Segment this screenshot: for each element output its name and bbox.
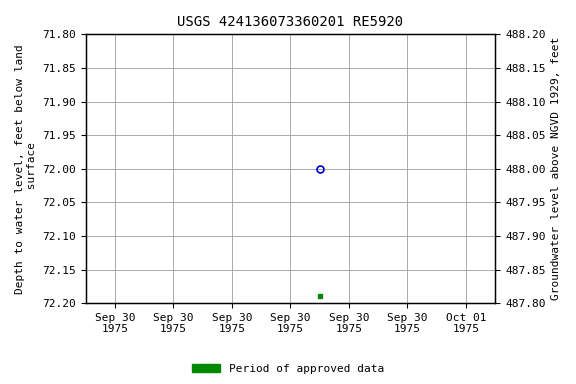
Y-axis label: Groundwater level above NGVD 1929, feet: Groundwater level above NGVD 1929, feet [551,37,561,300]
Y-axis label: Depth to water level, feet below land
 surface: Depth to water level, feet below land su… [15,44,37,294]
Title: USGS 424136073360201 RE5920: USGS 424136073360201 RE5920 [177,15,403,29]
Legend: Period of approved data: Period of approved data [188,359,388,379]
